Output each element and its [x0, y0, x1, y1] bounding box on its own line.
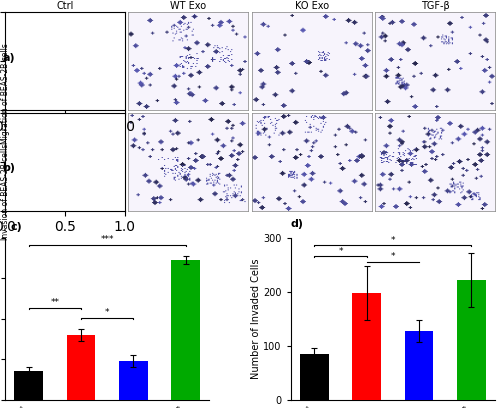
- Bar: [457, 280, 486, 400]
- Bar: [171, 260, 200, 400]
- Text: *: *: [105, 308, 110, 317]
- Bar: [66, 335, 96, 400]
- Text: c): c): [10, 222, 22, 231]
- Bar: [300, 354, 329, 400]
- Text: b): b): [2, 163, 16, 173]
- Title: KO Exo: KO Exo: [294, 2, 329, 11]
- Text: *: *: [390, 253, 395, 262]
- Text: *: *: [390, 236, 395, 245]
- Text: a): a): [2, 53, 15, 63]
- Bar: [14, 371, 43, 400]
- Bar: [404, 331, 434, 400]
- Title: TGF-β: TGF-β: [420, 2, 450, 11]
- Text: Invasion of BEAS-2B cells: Invasion of BEAS-2B cells: [2, 144, 11, 240]
- Text: **: **: [50, 298, 59, 307]
- Bar: [119, 361, 148, 400]
- Title: WT Exo: WT Exo: [170, 2, 206, 11]
- Bar: [352, 293, 381, 400]
- Text: ***: ***: [100, 235, 114, 244]
- Text: Migration of BEAS-2B cells: Migration of BEAS-2B cells: [2, 43, 11, 144]
- Y-axis label: Number of Invaded Cells: Number of Invaded Cells: [250, 258, 260, 379]
- Text: d): d): [291, 220, 304, 229]
- Text: *: *: [338, 247, 343, 256]
- Title: Ctrl: Ctrl: [56, 2, 74, 11]
